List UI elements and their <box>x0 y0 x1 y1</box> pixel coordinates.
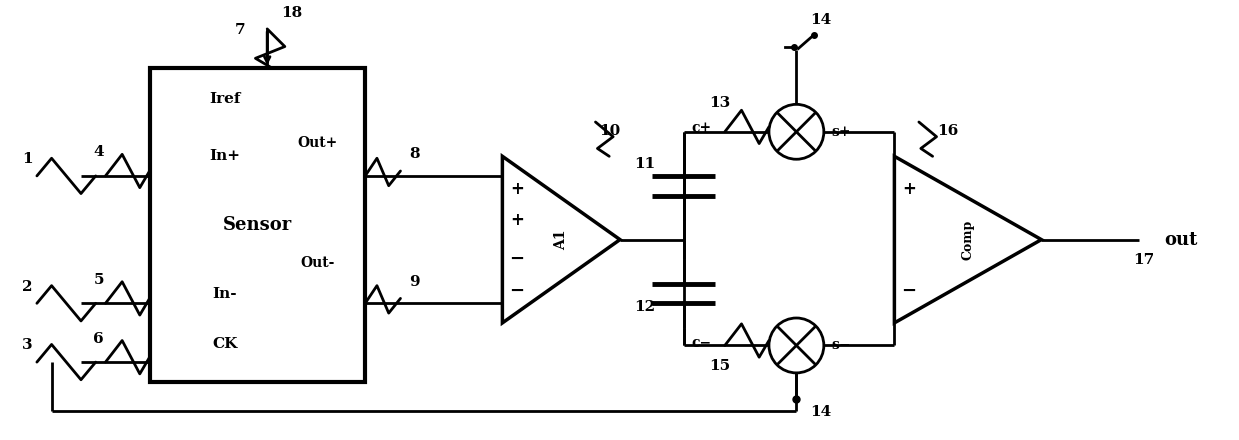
Text: c−: c− <box>691 337 711 350</box>
Text: CK: CK <box>212 337 238 351</box>
Text: Comp: Comp <box>961 220 974 260</box>
Text: 9: 9 <box>409 275 420 289</box>
Text: 12: 12 <box>634 300 655 314</box>
Text: −: − <box>902 282 917 300</box>
Text: −: − <box>509 282 524 300</box>
Text: 16: 16 <box>938 124 959 138</box>
Text: Iref: Iref <box>209 92 240 106</box>
Text: s−: s− <box>831 338 851 352</box>
Text: 6: 6 <box>93 331 104 345</box>
Text: Out+: Out+ <box>297 136 338 150</box>
Text: 3: 3 <box>22 338 32 352</box>
Text: 2: 2 <box>22 279 32 293</box>
Text: In-: In- <box>213 287 238 301</box>
Text: Sensor: Sensor <box>223 216 292 234</box>
Text: 15: 15 <box>710 359 731 373</box>
Text: s+: s+ <box>831 125 851 139</box>
Text: +: + <box>902 180 916 198</box>
Text: 18: 18 <box>281 6 302 20</box>
Text: out: out <box>1163 231 1197 249</box>
Text: 5: 5 <box>93 273 104 287</box>
Text: 1: 1 <box>22 152 32 166</box>
Text: 14: 14 <box>810 405 831 419</box>
Text: A1: A1 <box>554 229 569 250</box>
Text: c+: c+ <box>691 121 711 135</box>
Text: 8: 8 <box>409 147 420 161</box>
Text: 13: 13 <box>709 96 731 110</box>
Text: +: + <box>510 211 524 229</box>
Text: 7: 7 <box>234 23 245 37</box>
Text: +: + <box>510 180 524 198</box>
Bar <box>150 68 366 381</box>
Text: −: − <box>509 250 524 268</box>
Text: 11: 11 <box>634 157 655 171</box>
Text: In+: In+ <box>209 149 240 163</box>
Text: Out-: Out- <box>301 256 335 270</box>
Text: 17: 17 <box>1134 253 1155 267</box>
Text: 10: 10 <box>600 124 621 138</box>
Text: 4: 4 <box>93 145 104 159</box>
Text: 14: 14 <box>810 13 831 27</box>
